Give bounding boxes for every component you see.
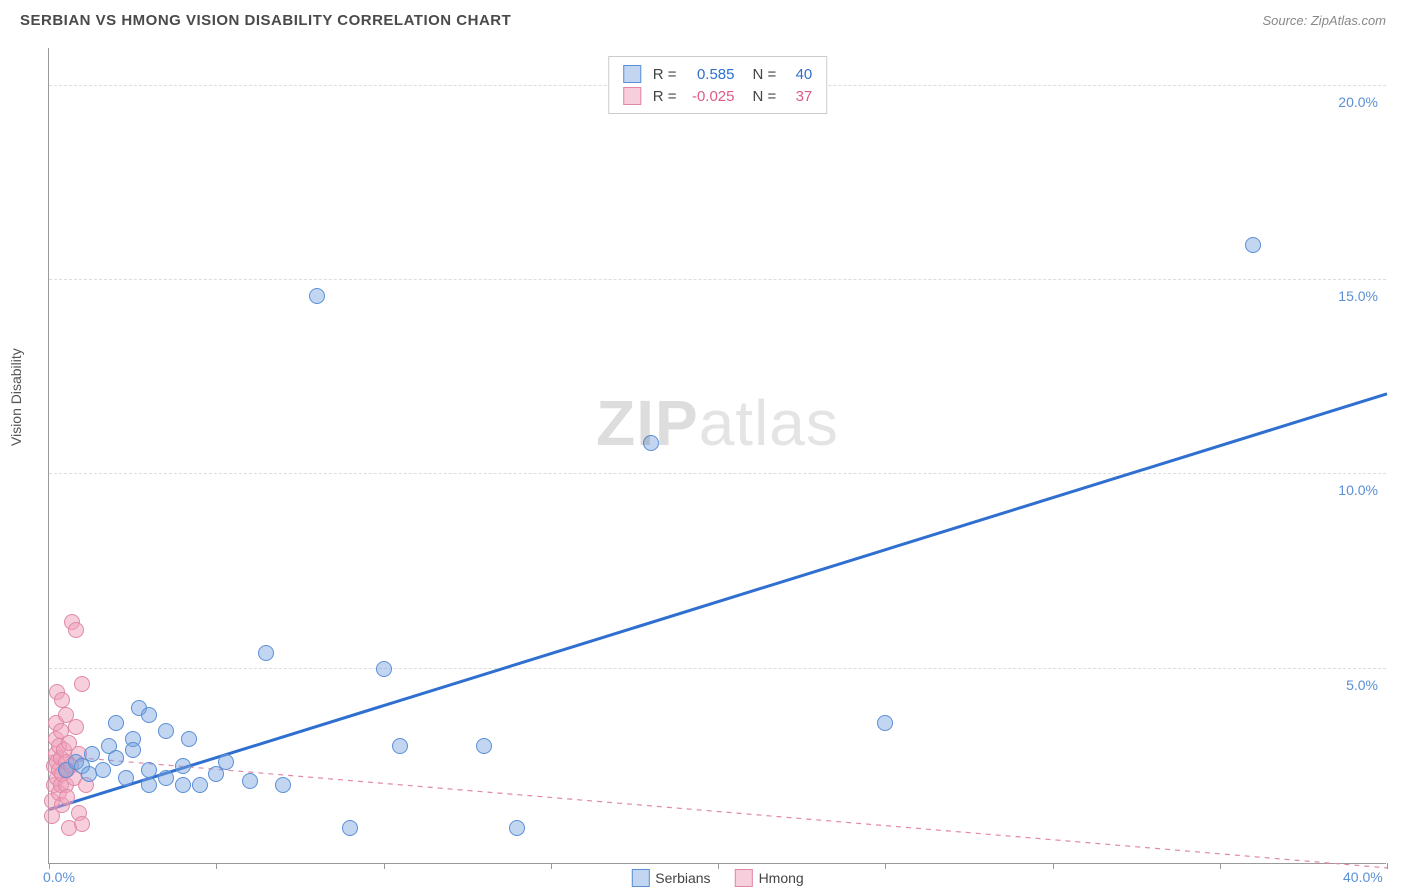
data-point bbox=[275, 777, 291, 793]
y-axis-title: Vision Disability bbox=[8, 348, 24, 446]
data-point bbox=[158, 770, 174, 786]
trend-line-serbians bbox=[49, 394, 1387, 810]
data-point bbox=[342, 820, 358, 836]
data-point bbox=[877, 715, 893, 731]
data-point bbox=[125, 742, 141, 758]
legend-label: Hmong bbox=[759, 870, 804, 886]
stat-n-label: N = bbox=[753, 66, 777, 83]
data-point bbox=[175, 758, 191, 774]
legend-swatch bbox=[631, 869, 649, 887]
data-point bbox=[509, 820, 525, 836]
data-point bbox=[181, 731, 197, 747]
data-point bbox=[59, 789, 75, 805]
data-point bbox=[84, 746, 100, 762]
stat-n-label: N = bbox=[753, 88, 777, 105]
stat-n-value: 37 bbox=[784, 88, 812, 105]
data-point bbox=[192, 777, 208, 793]
legend-swatch bbox=[623, 87, 641, 105]
data-point bbox=[258, 645, 274, 661]
stats-row: R = -0.025 N = 37 bbox=[623, 85, 813, 107]
trend-lines bbox=[49, 48, 1387, 864]
data-point bbox=[68, 719, 84, 735]
data-point bbox=[158, 723, 174, 739]
data-point bbox=[1245, 237, 1261, 253]
data-point bbox=[108, 715, 124, 731]
data-point bbox=[242, 773, 258, 789]
data-point bbox=[175, 777, 191, 793]
x-tick bbox=[1387, 863, 1388, 869]
trend-line-hmong bbox=[49, 755, 1387, 868]
data-point bbox=[95, 762, 111, 778]
data-point bbox=[108, 750, 124, 766]
data-point bbox=[218, 754, 234, 770]
data-point bbox=[141, 777, 157, 793]
data-point bbox=[476, 738, 492, 754]
x-tick-label: 0.0% bbox=[43, 869, 75, 885]
data-point bbox=[141, 707, 157, 723]
chart-title: SERBIAN VS HMONG VISION DISABILITY CORRE… bbox=[20, 12, 511, 29]
legend-item: Hmong bbox=[735, 869, 804, 887]
x-tick-label: 40.0% bbox=[1343, 869, 1383, 885]
stats-legend: R = 0.585 N = 40 R = -0.025 N = 37 bbox=[608, 56, 828, 114]
data-point bbox=[392, 738, 408, 754]
stat-r-label: R = bbox=[653, 88, 677, 105]
stat-r-value: 0.585 bbox=[685, 66, 735, 83]
data-point bbox=[74, 676, 90, 692]
source-label: Source: ZipAtlas.com bbox=[1262, 13, 1386, 28]
plot-area: 5.0%10.0%15.0%20.0%0.0%40.0% bbox=[49, 48, 1386, 863]
stat-r-label: R = bbox=[653, 66, 677, 83]
data-point bbox=[54, 692, 70, 708]
legend-swatch bbox=[735, 869, 753, 887]
data-point bbox=[68, 622, 84, 638]
legend-item: Serbians bbox=[631, 869, 710, 887]
data-point bbox=[309, 288, 325, 304]
legend-label: Serbians bbox=[655, 870, 710, 886]
legend-swatch bbox=[623, 65, 641, 83]
data-point bbox=[118, 770, 134, 786]
stats-row: R = 0.585 N = 40 bbox=[623, 63, 813, 85]
stat-n-value: 40 bbox=[784, 66, 812, 83]
stat-r-value: -0.025 bbox=[685, 88, 735, 105]
chart-area: 5.0%10.0%15.0%20.0%0.0%40.0% ZIPatlas R … bbox=[48, 48, 1386, 864]
data-point bbox=[141, 762, 157, 778]
data-point bbox=[74, 816, 90, 832]
series-legend: Serbians Hmong bbox=[631, 869, 803, 887]
data-point bbox=[376, 661, 392, 677]
data-point bbox=[643, 435, 659, 451]
